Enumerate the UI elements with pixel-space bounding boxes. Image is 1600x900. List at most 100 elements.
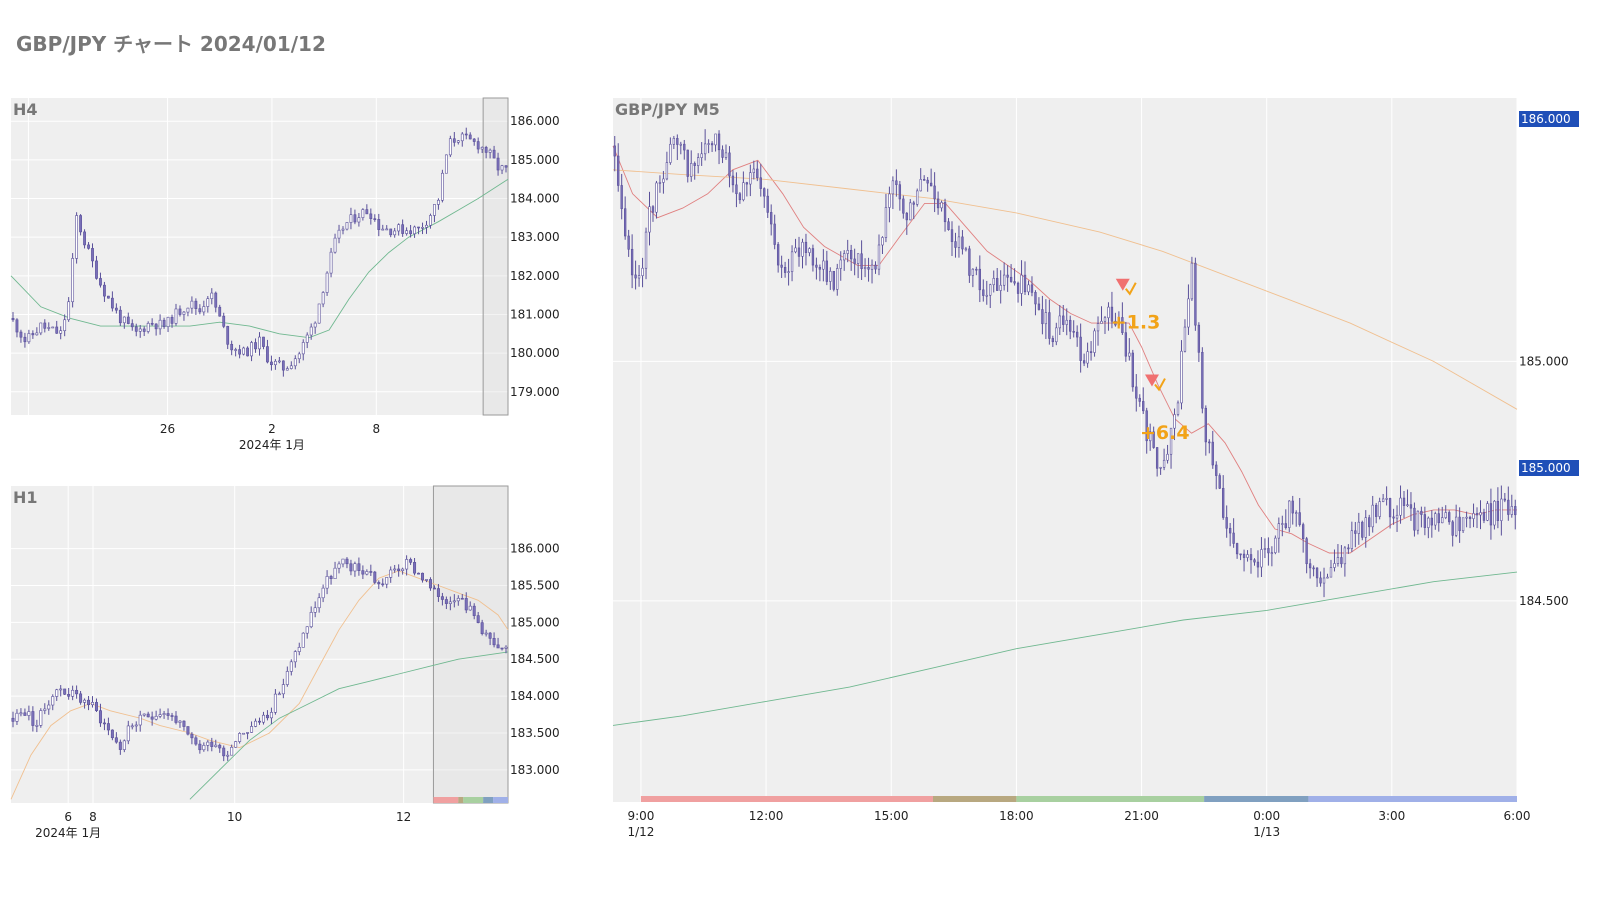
m5-candle-body-133 <box>1075 331 1079 338</box>
h4-candle-106 <box>433 204 436 223</box>
h4-candle-body-67 <box>277 360 281 363</box>
h1-candle-109 <box>444 596 448 610</box>
h4-candle-24 <box>107 295 110 299</box>
m5-candle-body-190 <box>1274 537 1277 553</box>
h1-candle-55 <box>230 744 234 756</box>
h4-candle-90 <box>369 208 373 225</box>
h1-candle-65 <box>269 707 273 725</box>
m5-candle-body-227 <box>1402 497 1406 506</box>
m5-candle-38 <box>745 181 749 197</box>
h4-candle-body-51 <box>214 292 218 308</box>
m5-chart[interactable]: 184.500 185.000 9:00 12:00 15:00 18:00 21:00 0:… <box>600 90 1600 850</box>
h4-candle-body-117 <box>476 141 480 150</box>
h1-candle-29 <box>126 720 130 745</box>
m5-candle-82 <box>898 180 902 211</box>
h1-candle-122 <box>496 637 500 649</box>
h1-candle-80 <box>329 574 333 585</box>
m5-candle-body-142 <box>1107 306 1110 319</box>
m5-candle-body-24 <box>697 157 700 166</box>
h1-candle-body-91 <box>373 571 377 583</box>
m5-candle-body-120 <box>1030 284 1034 293</box>
h1-candle-body-94 <box>385 577 389 585</box>
m5-candle-167 <box>1194 257 1197 331</box>
h1-candle-12 <box>59 685 63 697</box>
h1-candle-body-116 <box>472 605 476 616</box>
m5-candle-151 <box>1138 394 1141 407</box>
h1-candle-22 <box>98 703 102 727</box>
h1-candle-body-70 <box>289 661 293 672</box>
m5-candle-16 <box>669 137 672 165</box>
m5-candle-body-20 <box>683 143 686 151</box>
h4-candle-65 <box>270 355 273 371</box>
m5-candle-body-111 <box>999 284 1002 291</box>
m5-candle-body-172 <box>1211 441 1214 466</box>
h4-chart[interactable]: 179.000 180.000 181.000 182.000 183.000 184.0… <box>0 90 600 460</box>
h1-candle-body-32 <box>138 714 142 726</box>
m5-candle-body-84 <box>905 212 908 221</box>
h1-candle-body-15 <box>71 689 75 697</box>
m5-candle-86 <box>912 200 915 220</box>
m5-candle-258 <box>1510 494 1513 518</box>
m5-candle-body-217 <box>1368 517 1371 528</box>
h1-candle-61 <box>254 718 258 728</box>
m5-candle-161 <box>1173 408 1176 441</box>
m5-xtick-label-7: 6:00 <box>1504 809 1531 823</box>
h4-candle-body-59 <box>246 347 249 357</box>
h1-candle-body-80 <box>329 576 333 579</box>
m5-candle-body-124 <box>1044 312 1048 325</box>
m5-candle-body-193 <box>1284 523 1287 528</box>
m5-candle-207 <box>1333 549 1336 572</box>
m5-candle-35 <box>735 172 738 208</box>
h4-candle-124 <box>504 165 508 173</box>
h1-candle-body-118 <box>480 622 484 635</box>
h4-candle-body-88 <box>361 209 365 218</box>
m5-candle-111 <box>999 270 1002 304</box>
h1-chart[interactable]: 183.000 183.500 184.000 184.500 185.000 185.5… <box>0 478 600 848</box>
h4-candle-17 <box>79 214 82 236</box>
m5-candle-body-4 <box>627 235 630 250</box>
h4-ytick-label-3: 182.000 <box>510 269 560 283</box>
h4-candle-31 <box>134 323 138 337</box>
m5-candle-body-131 <box>1069 319 1072 332</box>
m5-candle-body-247 <box>1472 513 1475 519</box>
h1-candle-33 <box>142 713 146 717</box>
m5-candle-body-130 <box>1065 319 1068 325</box>
m5-candle-199 <box>1305 536 1308 574</box>
h4-candle-8 <box>43 319 47 333</box>
h1-candle-body-110 <box>448 601 452 604</box>
h1-candle-body-63 <box>261 714 265 723</box>
m5-candle-body-97 <box>950 229 954 242</box>
m5-candle-169 <box>1201 347 1204 414</box>
m5-candle-236 <box>1434 511 1437 530</box>
h1-candle-body-18 <box>83 699 87 703</box>
h1-candle-118 <box>480 619 484 636</box>
h1-candle-body-114 <box>464 598 468 611</box>
m5-candle-body-212 <box>1350 530 1354 549</box>
h4-candle-body-4 <box>27 333 31 343</box>
m5-candle-34 <box>731 170 735 193</box>
h4-candle-body-99 <box>405 230 409 234</box>
h1-candle-75 <box>309 606 313 629</box>
h4-candle-100 <box>409 224 412 238</box>
h1-candle-body-45 <box>190 733 194 739</box>
m5-candle-body-218 <box>1371 504 1374 528</box>
h4-candle-body-95 <box>389 228 393 236</box>
h4-candle-body-64 <box>266 346 269 363</box>
h4-candle-body-86 <box>353 214 357 223</box>
m5-candle-186 <box>1260 537 1263 577</box>
m5-candle-body-87 <box>916 190 919 205</box>
h4-candle-6 <box>35 327 39 336</box>
m5-candle-77 <box>881 236 884 254</box>
h4-candle-30 <box>130 319 134 331</box>
h1-candle-body-105 <box>428 579 432 589</box>
m5-candle-177 <box>1228 522 1232 547</box>
m5-candle-body-184 <box>1253 559 1256 563</box>
h1-candle-110 <box>448 596 452 611</box>
m5-candle-body-62 <box>829 270 832 282</box>
m5-candle-body-13 <box>658 182 662 184</box>
h1-candle-115 <box>468 601 472 611</box>
m5-candle-144 <box>1114 312 1117 327</box>
m5-candle-183 <box>1249 548 1253 574</box>
m5-candle-body-204 <box>1322 577 1326 584</box>
m5-candle-body-106 <box>982 289 985 296</box>
